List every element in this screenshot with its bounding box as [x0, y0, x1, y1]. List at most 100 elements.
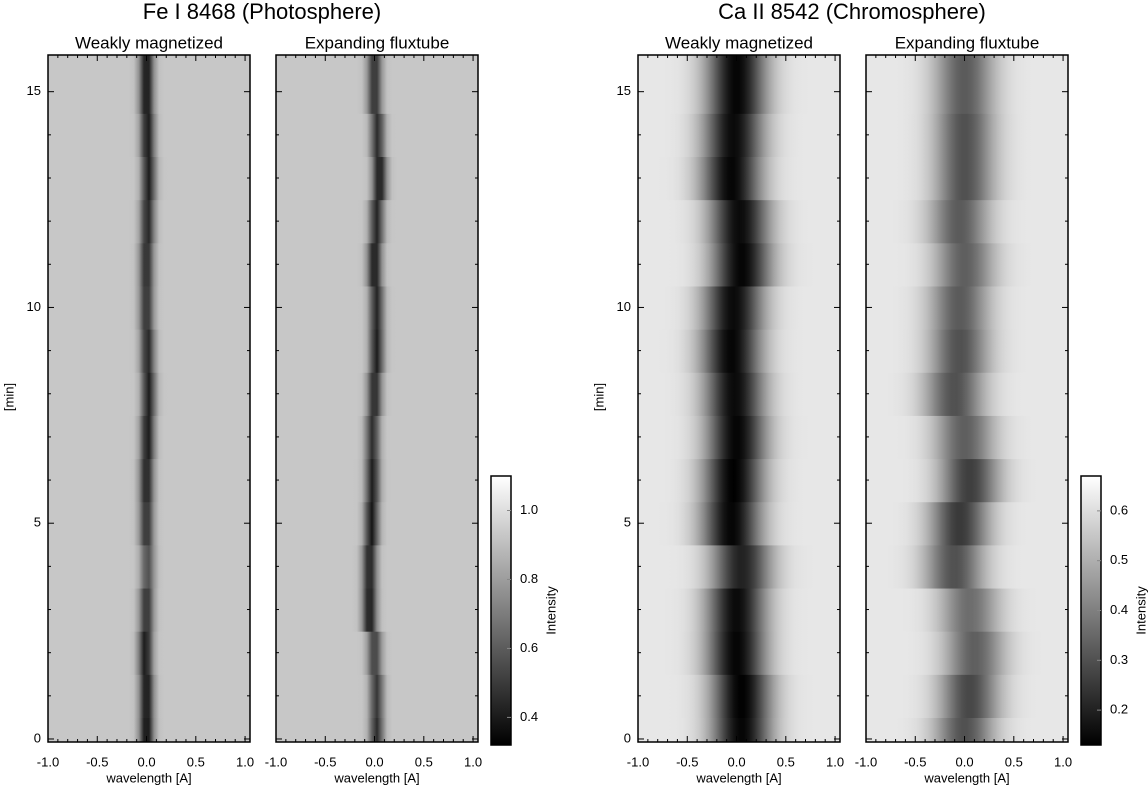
- x-axis-label: wavelength [A]: [333, 770, 419, 785]
- spectrum-row: [866, 631, 1068, 675]
- colorbar-tick-label: 0.4: [520, 709, 538, 724]
- spectrum-row: [276, 372, 478, 416]
- group-title: Fe I 8468 (Photosphere): [143, 0, 381, 24]
- spectrum-row: [866, 199, 1068, 244]
- panel-frame: [47, 54, 251, 743]
- spectrum-row: [48, 501, 250, 546]
- colorbar-tick-label: 0.3: [1110, 652, 1128, 667]
- spectrum-row: [276, 285, 478, 330]
- colorbar-tick-label: 1.0: [520, 502, 538, 517]
- spectrum-row: [48, 156, 250, 201]
- colorbar: [490, 475, 512, 746]
- spectrum-row: [866, 415, 1068, 460]
- spectrum-row: [48, 674, 250, 719]
- x-tick-label: 1.0: [236, 754, 254, 769]
- spectrum-row: [866, 55, 1068, 114]
- x-tick-label: 1.0: [1054, 754, 1072, 769]
- x-axis-label: wavelength [A]: [695, 770, 781, 785]
- panel-subtitle: Weakly magnetized: [665, 33, 813, 52]
- spectrum-row: [866, 242, 1068, 287]
- spectrum-row: [276, 501, 478, 546]
- y-tick-label: 10: [617, 299, 631, 314]
- spectrum-row: [48, 242, 250, 287]
- spectrum-row: [48, 458, 250, 503]
- x-tick-label: -1.0: [37, 754, 59, 769]
- spectrum-row: [638, 285, 840, 330]
- x-tick-label: 0.0: [727, 754, 745, 769]
- spectrum-row: [276, 242, 478, 287]
- colorbar-label: Intensity: [1133, 586, 1148, 635]
- spectrum-row: [48, 631, 250, 675]
- x-tick-label: -1.0: [855, 754, 877, 769]
- spectrum-row: [638, 674, 840, 719]
- x-tick-label: 0.0: [365, 754, 383, 769]
- spectrum-row: [638, 113, 840, 158]
- x-tick-label: 0.0: [955, 754, 973, 769]
- spectrum-row: [276, 458, 478, 503]
- x-tick-label: -1.0: [627, 754, 649, 769]
- x-tick-label: -0.5: [676, 754, 698, 769]
- spectrum-row: [638, 415, 840, 460]
- x-tick-label: -1.0: [265, 754, 287, 769]
- x-axis-label: wavelength [A]: [105, 770, 191, 785]
- colorbar-label: Intensity: [543, 586, 558, 635]
- spectrum-row: [48, 415, 250, 460]
- spectrum-row: [638, 631, 840, 675]
- spectrum-row: [638, 156, 840, 201]
- spectrum-row: [638, 544, 840, 589]
- spectrum-row: [48, 55, 250, 114]
- x-axis-label: wavelength [A]: [923, 770, 1009, 785]
- spectrum-row: [276, 113, 478, 158]
- y-tick-label: 0: [34, 730, 41, 745]
- spectrum-row: [48, 113, 250, 158]
- spectrum-row: [48, 372, 250, 416]
- x-tick-label: 0.5: [415, 754, 433, 769]
- panel-frame: [865, 54, 1069, 743]
- panel-subtitle: Weakly magnetized: [75, 33, 223, 52]
- colorbar-tick-label: 0.6: [520, 640, 538, 655]
- x-tick-label: -0.5: [86, 754, 108, 769]
- panel-subtitle: Expanding fluxtube: [895, 33, 1040, 52]
- spectrum-row: [866, 156, 1068, 201]
- spectrum-row: [48, 544, 250, 589]
- heatmap: [276, 55, 478, 742]
- y-tick-label: 0: [624, 730, 631, 745]
- spectrum-row: [638, 501, 840, 546]
- spectrum-row: [638, 55, 840, 114]
- spectrum-row: [866, 544, 1068, 589]
- spectrum-row: [866, 674, 1068, 719]
- spectrum-row: [866, 372, 1068, 416]
- heatmap: [48, 55, 250, 742]
- x-tick-label: 0.0: [137, 754, 155, 769]
- x-tick-label: 0.5: [1005, 754, 1023, 769]
- group-title: Ca II 8542 (Chromosphere): [718, 0, 986, 24]
- spectrum-row: [276, 199, 478, 244]
- spectrum-row: [638, 587, 840, 632]
- spectrum-row: [638, 242, 840, 287]
- spectrum-row: [866, 458, 1068, 503]
- y-tick-label: 15: [27, 83, 41, 98]
- x-tick-label: 0.5: [187, 754, 205, 769]
- spectrum-row: [48, 717, 250, 742]
- x-tick-label: 1.0: [826, 754, 844, 769]
- colorbar-tick-label: 0.6: [1110, 502, 1128, 517]
- spectrum-row: [866, 285, 1068, 330]
- colorbar-tick-label: 0.4: [1110, 602, 1128, 617]
- y-tick-label: 15: [617, 83, 631, 98]
- heatmap: [638, 55, 840, 742]
- y-axis-label: [min]: [591, 383, 606, 411]
- spectrum-row: [866, 113, 1068, 158]
- spectrum-row: [276, 717, 478, 742]
- spectrum-row: [48, 199, 250, 244]
- x-tick-label: -0.5: [314, 754, 336, 769]
- y-tick-label: 5: [624, 515, 631, 530]
- spectrum-row: [866, 587, 1068, 632]
- colorbar-tick-label: 0.5: [1110, 552, 1128, 567]
- spectrum-row: [638, 458, 840, 503]
- spectrum-row: [638, 372, 840, 416]
- x-tick-label: 0.5: [777, 754, 795, 769]
- colorbar-tick-label: 0.2: [1110, 702, 1128, 717]
- x-tick-label: 1.0: [464, 754, 482, 769]
- spectrum-row: [276, 415, 478, 460]
